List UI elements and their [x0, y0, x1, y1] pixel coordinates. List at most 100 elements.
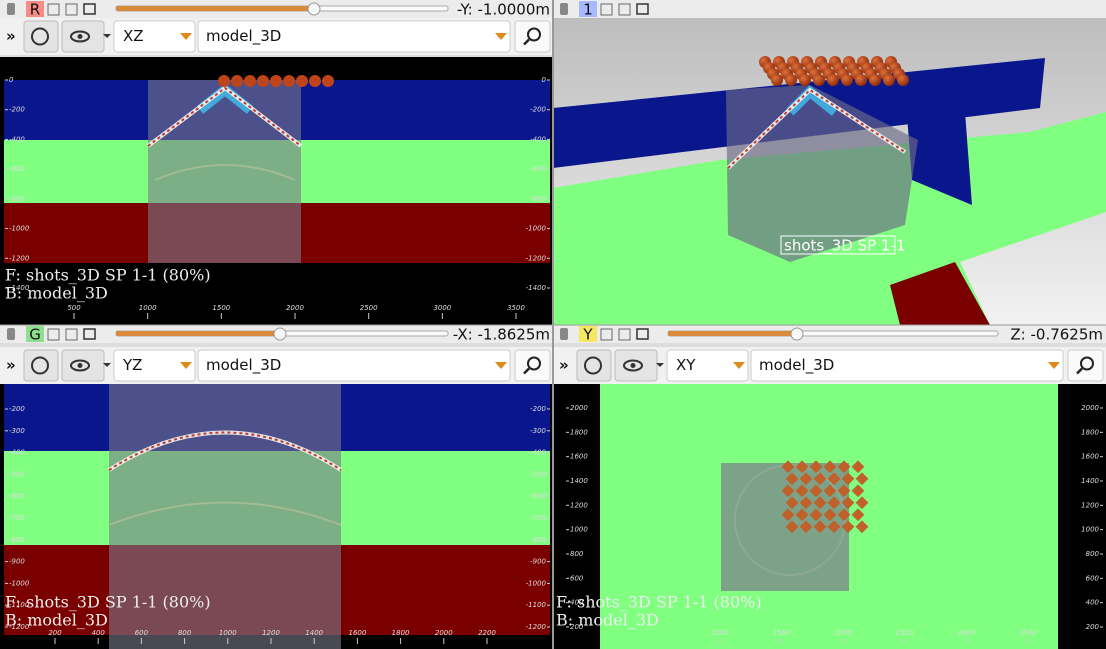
grid-icon[interactable]: [600, 328, 613, 341]
shot-label: shots_3D SP 1-1: [784, 237, 905, 256]
axis-tick-label: 600: [570, 574, 584, 582]
grid-icon[interactable]: [47, 328, 60, 341]
grid-icon[interactable]: [618, 3, 631, 16]
eye-button[interactable]: [614, 349, 658, 382]
plane-dropdown[interactable]: [666, 349, 749, 382]
shot-point: [309, 75, 321, 87]
shot-point: [244, 75, 256, 87]
axis-tick-label: 3000: [433, 304, 451, 312]
axis-tick-label: 800: [570, 550, 584, 558]
zoom-button[interactable]: [514, 349, 551, 382]
shot-point: [257, 75, 269, 87]
grid-icon[interactable]: [65, 328, 78, 341]
axis-tick-label: 800: [1086, 550, 1100, 558]
axis-tick-label: 2000: [570, 404, 588, 412]
axis-tick-label: -900: [9, 558, 25, 566]
axis-tick-label: -1400: [9, 284, 30, 292]
plane-dropdown[interactable]: [113, 20, 196, 53]
grid-icon[interactable]: [618, 328, 631, 341]
window-icon[interactable]: [83, 3, 96, 15]
pin-icon[interactable]: [560, 328, 568, 340]
zoom-button[interactable]: [1067, 349, 1104, 382]
eye-icon: [70, 359, 90, 372]
window-icon[interactable]: [636, 328, 649, 340]
shot-point: [283, 75, 295, 87]
grid-icon[interactable]: [65, 3, 78, 16]
model-dropdown[interactable]: [750, 349, 1064, 382]
axis-tick-label: -600: [530, 165, 546, 173]
grid-icon[interactable]: [600, 3, 613, 16]
axis-tick-label: -400: [530, 135, 546, 143]
more-button[interactable]: »: [6, 356, 16, 374]
shot-point: [785, 74, 797, 86]
zoom-icon: [527, 356, 541, 371]
axis-tick-label: 600: [1086, 574, 1100, 582]
badge: [579, 326, 597, 342]
reflection: [154, 164, 296, 181]
axis-tick-label: -1000: [9, 579, 30, 587]
axis-tick-label: -300: [9, 427, 25, 435]
dropdown-arrow: [180, 33, 192, 40]
link-icon: [584, 356, 602, 375]
overlay-back: B: model_3D: [5, 284, 108, 303]
window-icon[interactable]: [636, 3, 649, 15]
axis-tick-label: 1600: [570, 453, 588, 461]
eye-pupil: [77, 363, 83, 368]
link-button[interactable]: [576, 349, 612, 382]
dropdown-arrow: [495, 362, 507, 369]
axis-tick-label: 200: [570, 623, 584, 631]
shot-point: [827, 520, 841, 534]
axis-tick-label: 1800: [392, 629, 410, 637]
pin-icon[interactable]: [7, 3, 15, 15]
overlay-back: B: model_3D: [5, 611, 108, 630]
shot-point: [813, 520, 827, 534]
model-slice-blue-side: [905, 90, 972, 205]
wavefront: [107, 430, 343, 472]
dropdown-arrow: [1048, 362, 1060, 369]
slider-knob[interactable]: [790, 327, 804, 341]
more-button[interactable]: »: [6, 27, 16, 45]
link-button[interactable]: [23, 20, 59, 53]
link-button[interactable]: [23, 349, 59, 382]
badge-label: R: [30, 1, 40, 19]
model-label: model_3D: [759, 356, 834, 375]
window-icon[interactable]: [83, 328, 96, 340]
model-dropdown[interactable]: [197, 20, 511, 53]
axis-tick-label: -1000: [9, 225, 30, 233]
axis-tick-label: -600: [530, 492, 546, 500]
axis-tick-label: 200: [48, 629, 62, 637]
grid-icon[interactable]: [47, 3, 60, 16]
axis-tick-label: 1500: [212, 304, 230, 312]
badge-label: 1: [583, 1, 593, 19]
axis-tick-label: 1500: [773, 629, 791, 637]
overlay-front: F: shots_3D SP 1-1 (80%): [5, 266, 211, 285]
toolbar: [553, 0, 1106, 18]
axis-tick-label: 1200: [570, 501, 588, 509]
zoom-icon: [1080, 356, 1094, 371]
position-label: -X: -1.8625m: [453, 326, 550, 344]
link-icon: [31, 356, 49, 375]
axis-tick-label: -200: [9, 106, 25, 114]
shot-overlay: [109, 384, 341, 649]
zoom-button[interactable]: [514, 20, 551, 53]
axis-tick-label: -200: [530, 405, 546, 413]
axis-tick-label: 1400: [1081, 477, 1099, 485]
dropdown-arrow: [180, 362, 192, 369]
axis-tick-label: 3000: [957, 629, 975, 637]
slider-fill: [116, 331, 280, 336]
pin-icon[interactable]: [7, 328, 15, 340]
slider-knob[interactable]: [307, 2, 321, 16]
slider-knob[interactable]: [273, 327, 287, 341]
axis-tick-label: 200: [1086, 623, 1100, 631]
shot-point: [270, 75, 282, 87]
model-dropdown[interactable]: [197, 349, 511, 382]
more-button[interactable]: »: [559, 356, 569, 374]
pin-icon[interactable]: [560, 3, 568, 15]
eye-button[interactable]: [61, 349, 105, 382]
wavefront-3d-core: [727, 88, 906, 169]
slider-fill: [668, 331, 797, 336]
axis-tick-label: -900: [530, 558, 546, 566]
eye-button[interactable]: [61, 20, 105, 53]
plane-dropdown[interactable]: [113, 349, 196, 382]
